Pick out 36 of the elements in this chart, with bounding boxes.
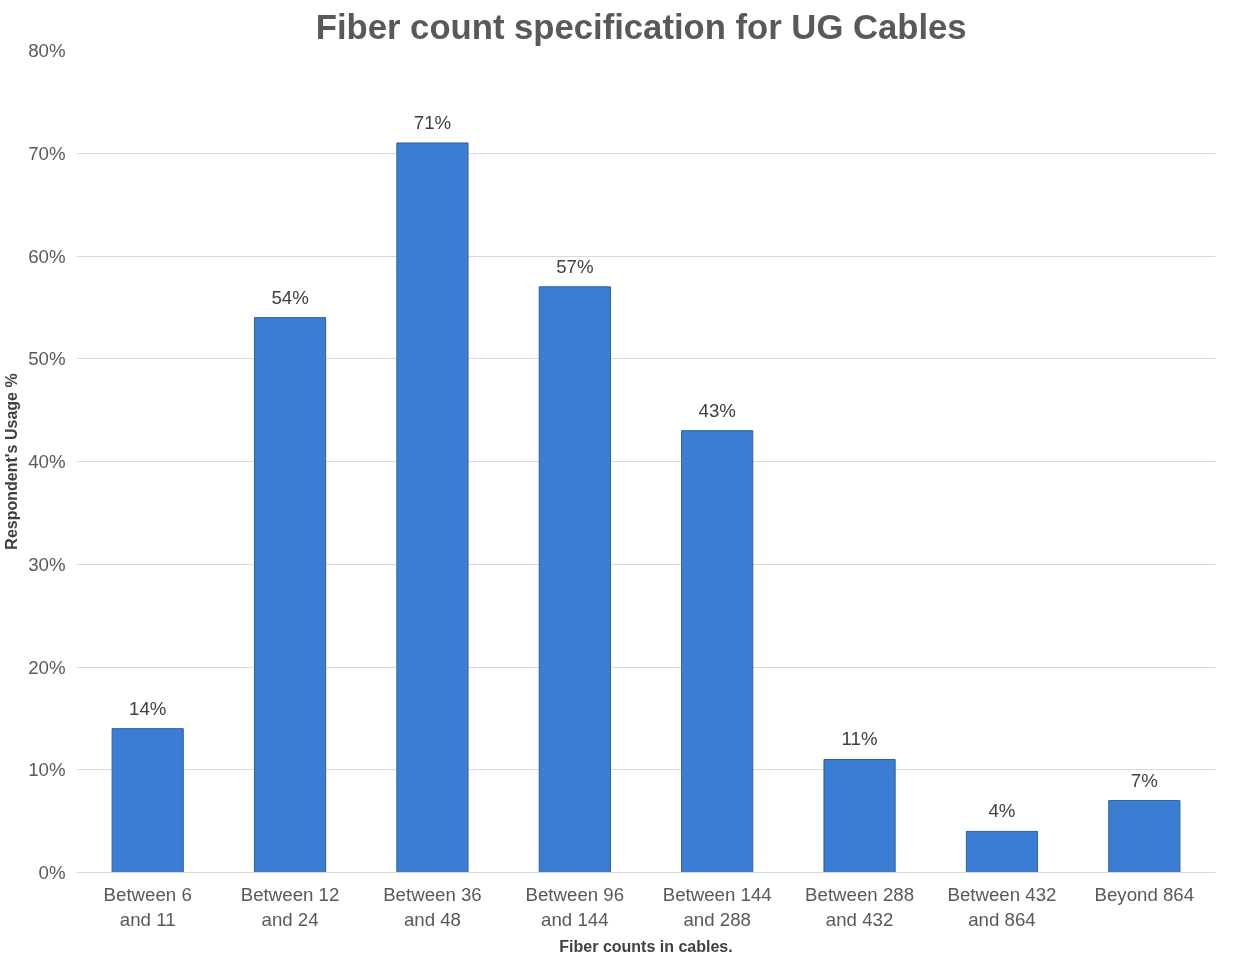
y-tick-label: 50% xyxy=(28,348,66,370)
bar xyxy=(965,830,1039,873)
data-label: 54% xyxy=(271,286,309,308)
data-label: 43% xyxy=(698,399,736,421)
x-tick-label: Between 96 and 144 xyxy=(525,883,625,930)
y-tick-label: 10% xyxy=(28,759,66,781)
y-tick-label: 80% xyxy=(28,40,66,61)
bar xyxy=(253,317,327,873)
y-tick-label: 0% xyxy=(38,862,66,883)
data-label: 11% xyxy=(841,728,878,750)
data-label: 14% xyxy=(129,697,167,719)
y-tick-label: 60% xyxy=(28,245,66,267)
y-tick-label: 30% xyxy=(28,553,66,575)
x-tick-label: Between 432 and 864 xyxy=(947,883,1057,930)
x-tick-label: Beyond 864 xyxy=(1094,883,1195,905)
y-axis-title: Respondent's Usage % xyxy=(3,373,21,550)
bar xyxy=(111,728,184,873)
x-tick-label: Between 36 and 48 xyxy=(383,883,482,930)
bar xyxy=(823,758,896,873)
bar xyxy=(681,430,754,873)
data-label: 4% xyxy=(988,800,1016,822)
bar xyxy=(396,142,469,873)
bar xyxy=(1108,800,1181,873)
y-tick-label: 20% xyxy=(28,656,66,678)
x-axis-title: Fiber counts in cables. xyxy=(559,937,733,955)
data-label: 7% xyxy=(1130,769,1158,791)
bar xyxy=(538,286,611,873)
data-label: 71% xyxy=(413,111,452,133)
x-tick-label: Between 288 and 432 xyxy=(805,883,915,930)
y-tick-label: 70% xyxy=(28,142,66,164)
x-tick-label: Between 6 and 11 xyxy=(103,883,192,930)
y-tick-label: 40% xyxy=(28,451,66,472)
x-tick-label: Between 144 and 288 xyxy=(662,883,772,930)
x-tick-label: Between 12 and 24 xyxy=(240,883,340,930)
chart-title: Fiber count specification for UG Cables xyxy=(315,7,967,46)
data-label: 57% xyxy=(556,255,594,277)
